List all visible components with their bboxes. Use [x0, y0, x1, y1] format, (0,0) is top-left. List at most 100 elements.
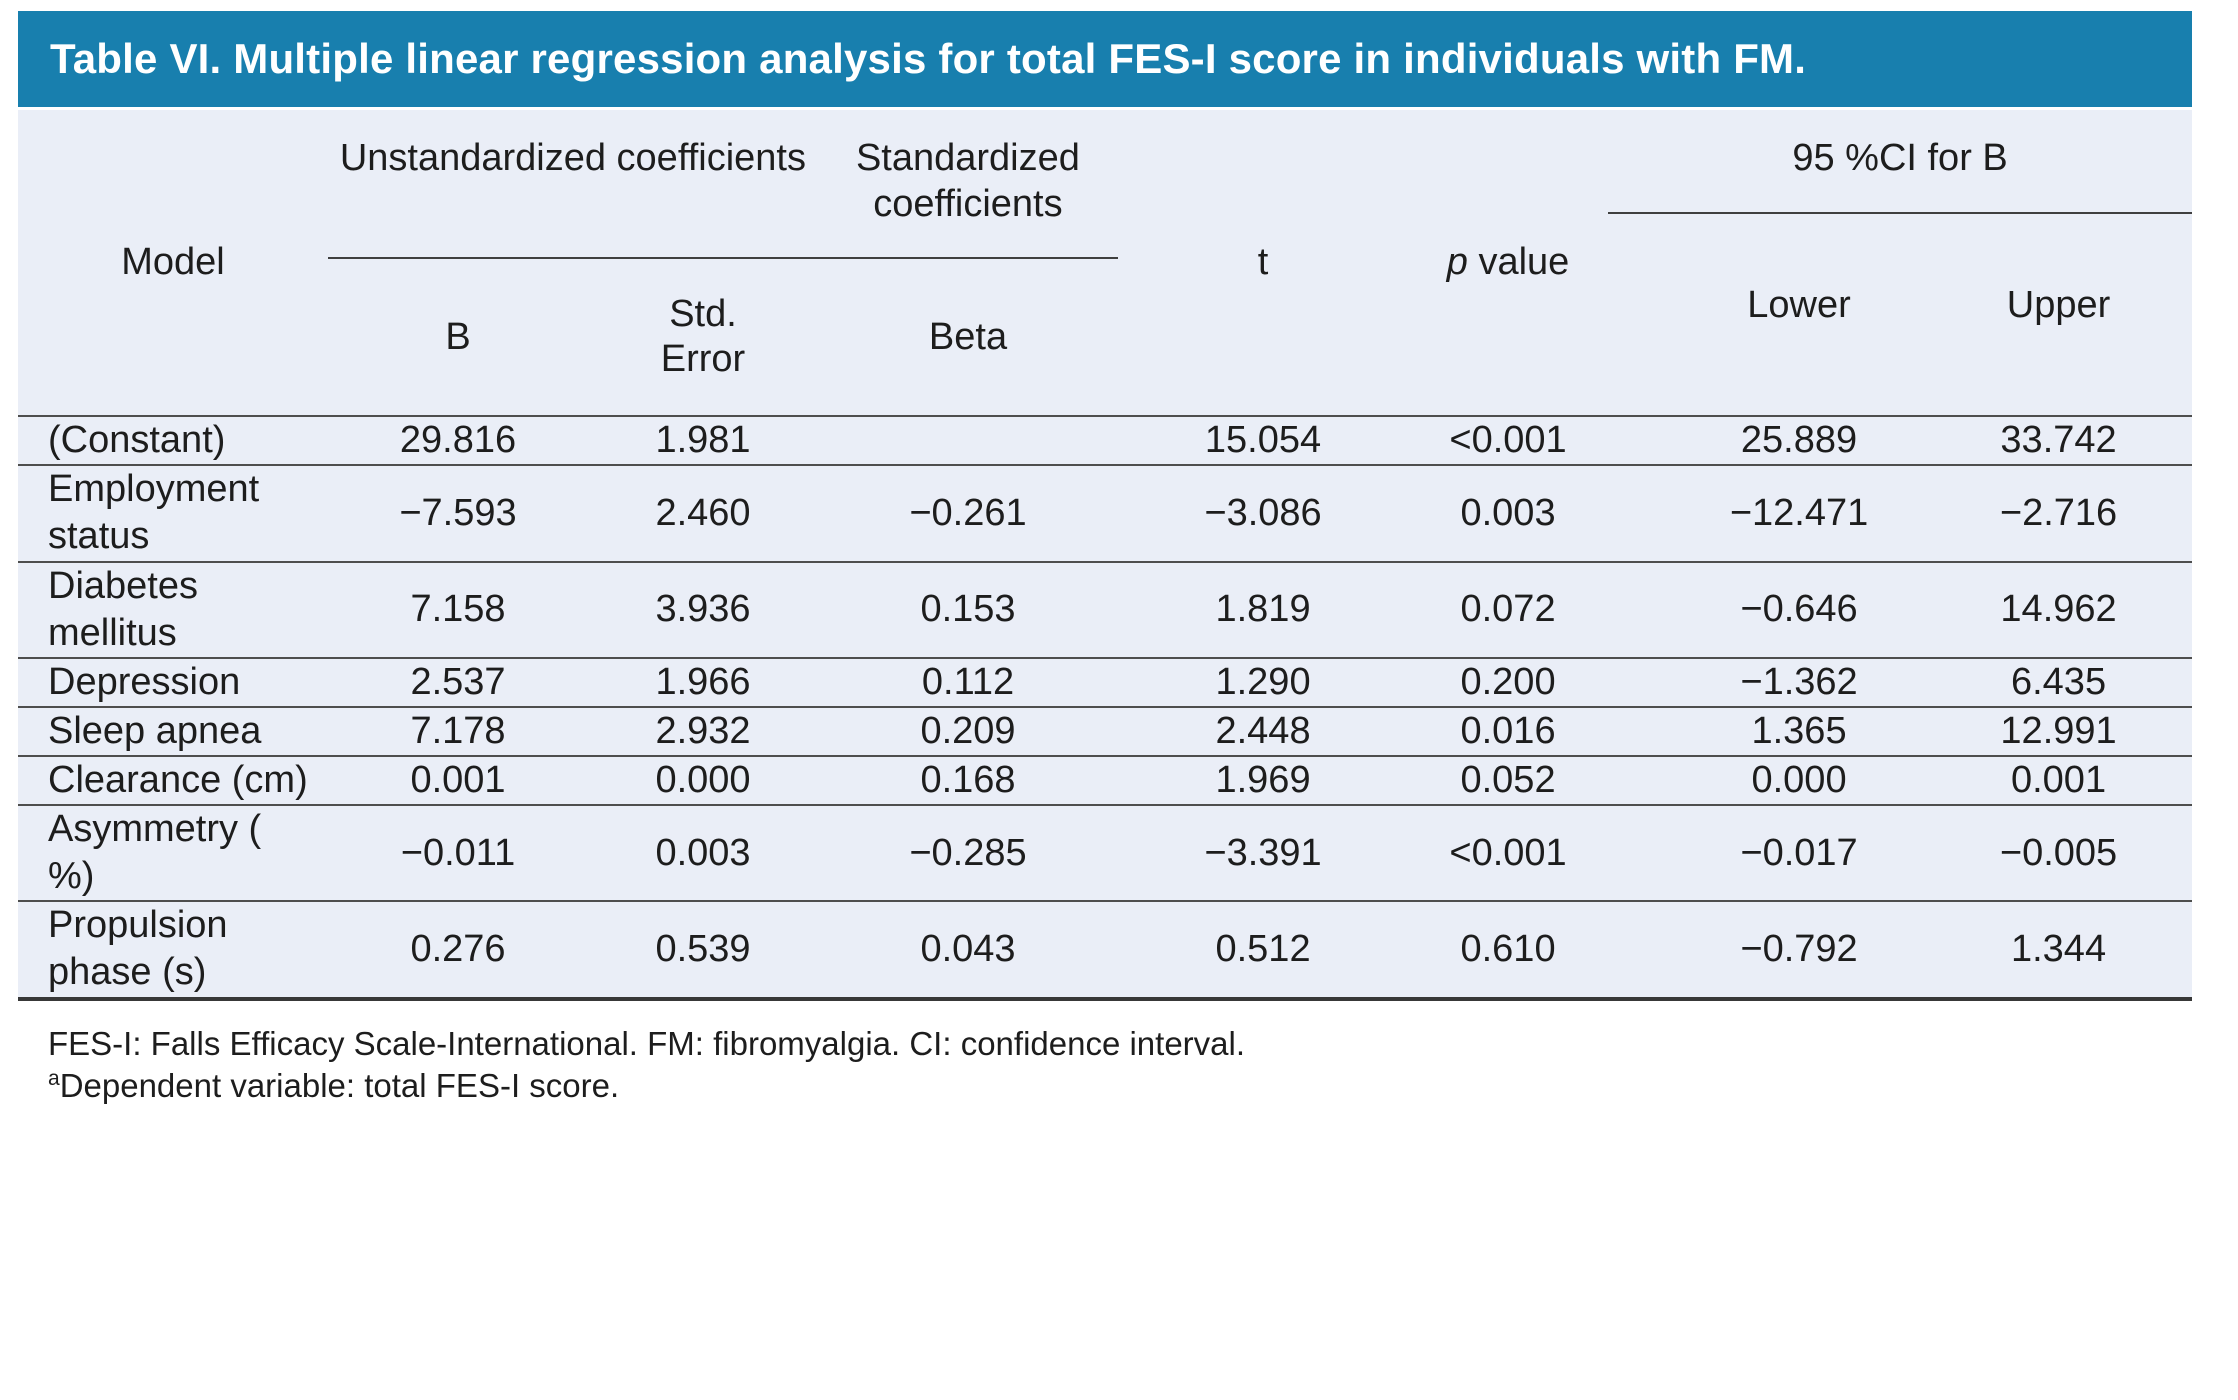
cell-t: 2.448: [1215, 709, 1311, 752]
row-label: Sleep apnea: [48, 709, 262, 752]
cell-upper: −0.005: [1999, 831, 2118, 874]
row-label: (Constant): [48, 419, 226, 462]
header-spanner-row: Model Unstandardized coefficients Standa…: [18, 110, 2193, 283]
col-header-upper: Upper: [2006, 284, 2111, 327]
cell-p: <0.001: [1449, 831, 1567, 874]
row-label: Propulsion phase (s): [48, 904, 228, 994]
table-title: Table VI. Multiple linear regression ana…: [50, 35, 1807, 82]
col-header-standardized: Standardized coefficients: [855, 137, 1080, 225]
cell-std-error: 3.936: [655, 588, 751, 631]
cell-std-error: 0.539: [655, 927, 751, 970]
row-label: Asymmetry ( %): [48, 808, 262, 898]
table-header: Model Unstandardized coefficients Standa…: [18, 110, 2193, 416]
cell-beta: [818, 416, 1118, 465]
coefficients-spanner-group: Unstandardized coefficients Standardized…: [328, 110, 1119, 260]
cell-upper: 12.991: [2000, 709, 2117, 752]
col-header-unstandardized: Unstandardized coefficients: [339, 137, 806, 179]
ci-spanner-group: 95 %CI for B: [1608, 110, 2193, 259]
row-label: Employment status: [48, 468, 260, 558]
cell-p: 0.003: [1460, 491, 1556, 534]
footnote-dependent-variable-text: Dependent variable: total FES-I score.: [59, 1066, 620, 1104]
cell-b: −7.593: [399, 491, 517, 534]
table-row-clearance: Clearance (cm) 0.001 0.000 0.168 1.969 0…: [18, 755, 2193, 805]
table-row-sleep-apnea: Sleep apnea 7.178 2.932 0.209 2.448 0.01…: [18, 706, 2193, 756]
table-body: (Constant) 29.816 1.981 15.054 <0.001 25…: [18, 416, 2193, 998]
coefficients-spanner-rule: Unstandardized coefficients Standardized…: [328, 136, 1119, 260]
cell-p: 0.610: [1460, 927, 1556, 970]
cell-lower: −12.471: [1729, 491, 1869, 534]
regression-table: Model Unstandardized coefficients Standa…: [18, 110, 2193, 1001]
table-row-diabetes-mellitus: Diabetes mellitus 7.158 3.936 0.153 1.81…: [18, 561, 2193, 658]
cell-beta: 0.112: [921, 660, 1015, 703]
cell-t: 15.054: [1204, 419, 1322, 462]
cell-t: 1.290: [1215, 660, 1311, 703]
footnote-dependent-variable: aDependent variable: total FES-I score.: [48, 1065, 2192, 1107]
cell-t: 1.819: [1215, 588, 1311, 631]
cell-beta: −0.261: [909, 491, 1027, 534]
cell-t: 1.969: [1215, 758, 1311, 801]
col-header-beta: Beta: [928, 315, 1008, 358]
cell-p: <0.001: [1449, 419, 1567, 462]
table-title-bar: Table VI. Multiple linear regression ana…: [18, 11, 2192, 107]
cell-beta: 0.168: [920, 758, 1016, 801]
row-label: Clearance (cm): [48, 758, 308, 801]
cell-lower: 1.365: [1751, 709, 1847, 752]
cell-beta: 0.043: [920, 927, 1016, 970]
cell-t: −3.086: [1204, 491, 1322, 534]
cell-upper: 0.001: [2010, 758, 2107, 801]
cell-std-error: 1.966: [655, 660, 751, 703]
cell-lower: −0.646: [1740, 588, 1858, 631]
cell-b: 0.001: [410, 758, 506, 801]
cell-p: 0.072: [1460, 588, 1556, 631]
table-row-depression: Depression 2.537 1.966 0.112 1.290 0.200…: [18, 657, 2193, 707]
cell-lower: −0.017: [1740, 831, 1858, 874]
cell-upper: −2.716: [1999, 491, 2118, 534]
col-header-ci: 95 %CI for B: [1608, 136, 2193, 214]
cell-b: 2.537: [410, 660, 506, 703]
cell-beta: 0.209: [920, 709, 1016, 752]
table-container: Table VI. Multiple linear regression ana…: [18, 11, 2193, 1107]
cell-b: −0.011: [400, 831, 516, 874]
cell-lower: 25.889: [1740, 419, 1858, 462]
cell-beta: −0.285: [909, 831, 1027, 874]
cell-lower: −1.362: [1740, 660, 1858, 703]
table-row-propulsion-phase: Propulsion phase (s) 0.276 0.539 0.043 0…: [18, 901, 2193, 998]
cell-lower: 0.000: [1751, 758, 1847, 801]
cell-std-error: 2.932: [655, 709, 751, 752]
table-row-asymmetry: Asymmetry ( %) −0.011 0.003 −0.285 −3.39…: [18, 805, 2193, 901]
table-row-employment-status: Employment status −7.593 2.460 −0.261 −3…: [18, 465, 2193, 561]
cell-b: 7.178: [410, 709, 506, 752]
cell-upper: 14.962: [2000, 588, 2117, 631]
cell-beta: 0.153: [920, 588, 1016, 631]
footnote-superscript-a: a: [48, 1066, 60, 1090]
cell-upper: 33.742: [2000, 419, 2117, 462]
cell-p: 0.200: [1460, 660, 1556, 703]
cell-std-error: 0.000: [655, 758, 751, 801]
row-label: Diabetes mellitus: [48, 564, 198, 654]
cell-p: 0.016: [1460, 709, 1556, 752]
cell-b: 0.276: [410, 927, 506, 970]
cell-t: −3.391: [1204, 831, 1322, 874]
p-rest: value: [1467, 241, 1570, 284]
col-header-std-error: Std. Error: [660, 293, 746, 381]
cell-b: 29.816: [399, 419, 517, 462]
cell-b: 7.158: [410, 588, 506, 631]
table-footnotes: FES-I: Falls Efficacy Scale-Internationa…: [48, 1023, 2192, 1107]
cell-lower: −0.792: [1740, 927, 1858, 970]
cell-std-error: 1.981: [655, 419, 751, 462]
col-header-t: t: [1257, 241, 1269, 284]
row-label: Depression: [48, 660, 241, 703]
table-row-constant: (Constant) 29.816 1.981 15.054 <0.001 25…: [18, 416, 2193, 465]
cell-upper: 1.344: [2010, 927, 2107, 970]
header-sub-row: B Std. Error Beta Lower Upper: [18, 259, 2192, 416]
footnote-abbreviations: FES-I: Falls Efficacy Scale-Internationa…: [48, 1024, 1246, 1062]
col-header-lower: Lower: [1747, 284, 1851, 327]
cell-std-error: 0.003: [655, 831, 751, 874]
col-header-p-value: p value: [1408, 110, 1608, 416]
cell-std-error: 2.460: [655, 491, 751, 534]
cell-p: 0.052: [1460, 758, 1556, 801]
cell-t: 0.512: [1215, 927, 1311, 970]
col-header-model: Model: [121, 241, 225, 284]
col-header-b: B: [445, 315, 471, 358]
